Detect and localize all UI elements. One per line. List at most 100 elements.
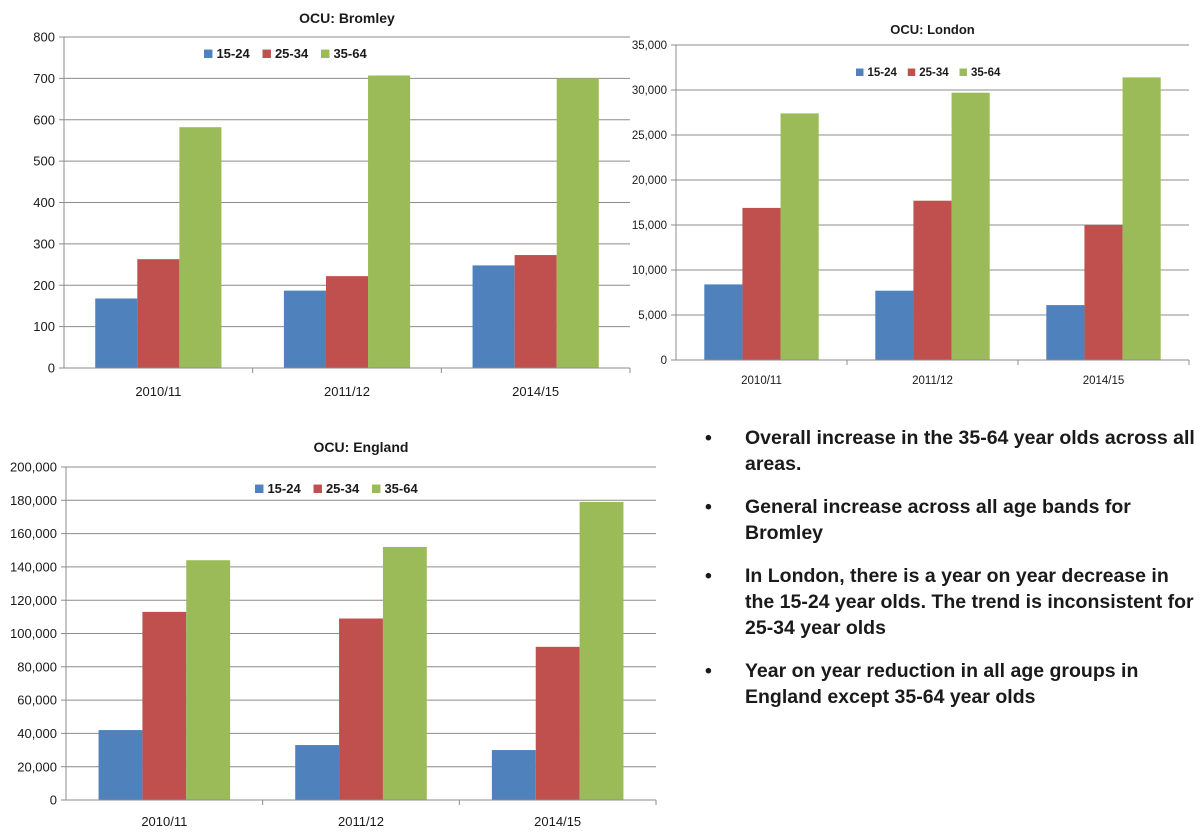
x-tick-label: 2010/11 [741, 375, 782, 387]
findings-list: • Overall increase in the 35-64 year old… [705, 425, 1200, 727]
bar-15-24-2010/11 [98, 730, 143, 800]
bar-25-34-2014/15 [514, 255, 557, 368]
legend-label-25-34: 25-34 [326, 481, 360, 496]
legend-swatch-25-34 [262, 49, 271, 58]
legend-label-35-64: 35-64 [971, 67, 1001, 79]
y-tick-label: 15,000 [632, 220, 667, 232]
chart-title: OCU: England [314, 439, 409, 455]
legend-swatch-35-64 [321, 49, 330, 58]
bar-35-64-2010/11 [179, 127, 222, 368]
chart-bromley: 0 100 200 300 400 500 600 700 800 OCU: Bromley 201… [0, 0, 640, 408]
bar-25-34-2014/15 [1084, 225, 1123, 360]
chart-title: OCU: Bromley [299, 10, 395, 26]
y-tick-label: 0 [50, 793, 57, 808]
bar-15-24-2011/12 [875, 290, 914, 360]
x-tick-label: 2014/15 [534, 814, 581, 829]
legend-label-35-64: 35-64 [384, 481, 418, 496]
y-tick-label: 500 [33, 154, 55, 169]
bullet-icon: • [705, 496, 712, 518]
legend-swatch-35-64 [372, 484, 381, 493]
bar-35-64-2010/11 [780, 113, 819, 361]
y-tick-label: 200,000 [10, 460, 57, 475]
bar-25-34-2011/12 [913, 200, 952, 360]
y-tick-label: 35,000 [632, 40, 667, 52]
bar-35-64-2014/15 [556, 78, 599, 368]
bar-25-34-2010/11 [742, 207, 781, 360]
chart-london-svg: 0 5,000 10,000 15,000 20,000 25,000 30,000 35,0… [632, 22, 1190, 387]
bar-15-24-2011/12 [295, 745, 340, 800]
legend-swatch-15-24 [856, 68, 864, 76]
chart-london: 0 5,000 10,000 15,000 20,000 25,000 30,000 35,0… [632, 18, 1203, 406]
bar-15-24-2014/15 [1046, 305, 1085, 360]
bar-25-34-2010/11 [137, 259, 180, 368]
y-tick-label: 0 [48, 361, 55, 376]
legend-background [198, 45, 376, 64]
y-tick-label: 20,000 [17, 759, 57, 774]
y-tick-label: 0 [661, 355, 667, 367]
legend-label-25-34: 25-34 [275, 46, 309, 61]
bar-25-34-2011/12 [325, 276, 369, 368]
y-tick-label: 25,000 [632, 130, 667, 142]
x-tick-label: 2011/12 [324, 384, 370, 399]
y-tick-label: 10,000 [632, 265, 667, 277]
bar-35-64-2011/12 [368, 75, 411, 368]
finding-item: • In London, there is a year on year dec… [705, 563, 1200, 641]
bullet-icon: • [705, 660, 712, 682]
legend-background [249, 480, 427, 499]
legend-label-35-64: 35-64 [333, 46, 367, 61]
finding-text: General increase across all age bands fo… [745, 496, 1131, 544]
bar-35-64-2010/11 [186, 560, 231, 800]
bar-25-34-2014/15 [535, 646, 580, 800]
finding-item: • General increase across all age bands … [705, 494, 1200, 546]
finding-text: Year on year reduction in all age groups… [745, 660, 1139, 708]
y-tick-label: 40,000 [17, 726, 57, 741]
bar-35-64-2011/12 [382, 546, 427, 800]
x-tick-label: 2014/15 [512, 384, 559, 399]
y-tick-label: 100,000 [10, 626, 57, 641]
x-tick-label: 2010/11 [141, 814, 187, 829]
legend-label-15-24: 15-24 [267, 481, 301, 496]
legend-swatch-15-24 [204, 49, 213, 58]
bullet-icon: • [705, 427, 712, 449]
y-tick-label: 120,000 [10, 593, 57, 608]
y-tick-label: 80,000 [17, 659, 57, 674]
y-tick-label: 60,000 [17, 693, 57, 708]
legend-swatch-35-64 [959, 68, 967, 76]
x-tick-label: 2010/11 [135, 384, 181, 399]
chart-title: OCU: London [890, 22, 975, 37]
bullet-icon: • [705, 565, 712, 587]
finding-text: In London, there is a year on year decre… [745, 565, 1194, 639]
bar-35-64-2014/15 [1122, 77, 1161, 361]
x-tick-label: 2011/12 [338, 814, 384, 829]
y-tick-label: 400 [33, 195, 55, 210]
x-tick-label: 2011/12 [912, 375, 953, 387]
y-tick-label: 160,000 [10, 526, 57, 541]
y-tick-label: 140,000 [10, 559, 57, 574]
legend-swatch-25-34 [907, 68, 916, 76]
y-tick-label: 300 [33, 236, 55, 251]
legend-swatch-15-24 [255, 484, 264, 493]
bar-25-34-2010/11 [142, 611, 187, 800]
bar-35-64-2011/12 [951, 92, 990, 360]
chart-england: 0 20,000 40,000 60,000 80,000 100,000 120,000 1… [0, 430, 672, 834]
y-tick-label: 200 [33, 278, 55, 293]
bar-15-24-2014/15 [472, 265, 515, 368]
y-tick-label: 5,000 [638, 310, 667, 322]
bar-15-24-2011/12 [283, 290, 326, 368]
finding-text: Overall increase in the 35-64 year olds … [745, 427, 1195, 475]
legend-label-25-34: 25-34 [919, 67, 949, 79]
y-tick-label: 800 [33, 30, 55, 45]
legend-swatch-25-34 [313, 484, 322, 493]
bar-15-24-2010/11 [95, 298, 138, 368]
y-tick-label: 30,000 [632, 85, 667, 97]
y-tick-label: 700 [33, 71, 55, 86]
legend-background [850, 64, 1008, 82]
bar-15-24-2014/15 [491, 750, 536, 800]
bar-25-34-2011/12 [339, 618, 383, 800]
legend-label-15-24: 15-24 [867, 67, 897, 79]
bar-35-64-2014/15 [579, 501, 624, 800]
chart-england-svg: 0 20,000 40,000 60,000 80,000 100,000 120,000 1… [10, 439, 657, 829]
y-tick-label: 600 [33, 112, 55, 127]
finding-item: • Overall increase in the 35-64 year old… [705, 425, 1200, 477]
bar-15-24-2010/11 [704, 284, 743, 360]
